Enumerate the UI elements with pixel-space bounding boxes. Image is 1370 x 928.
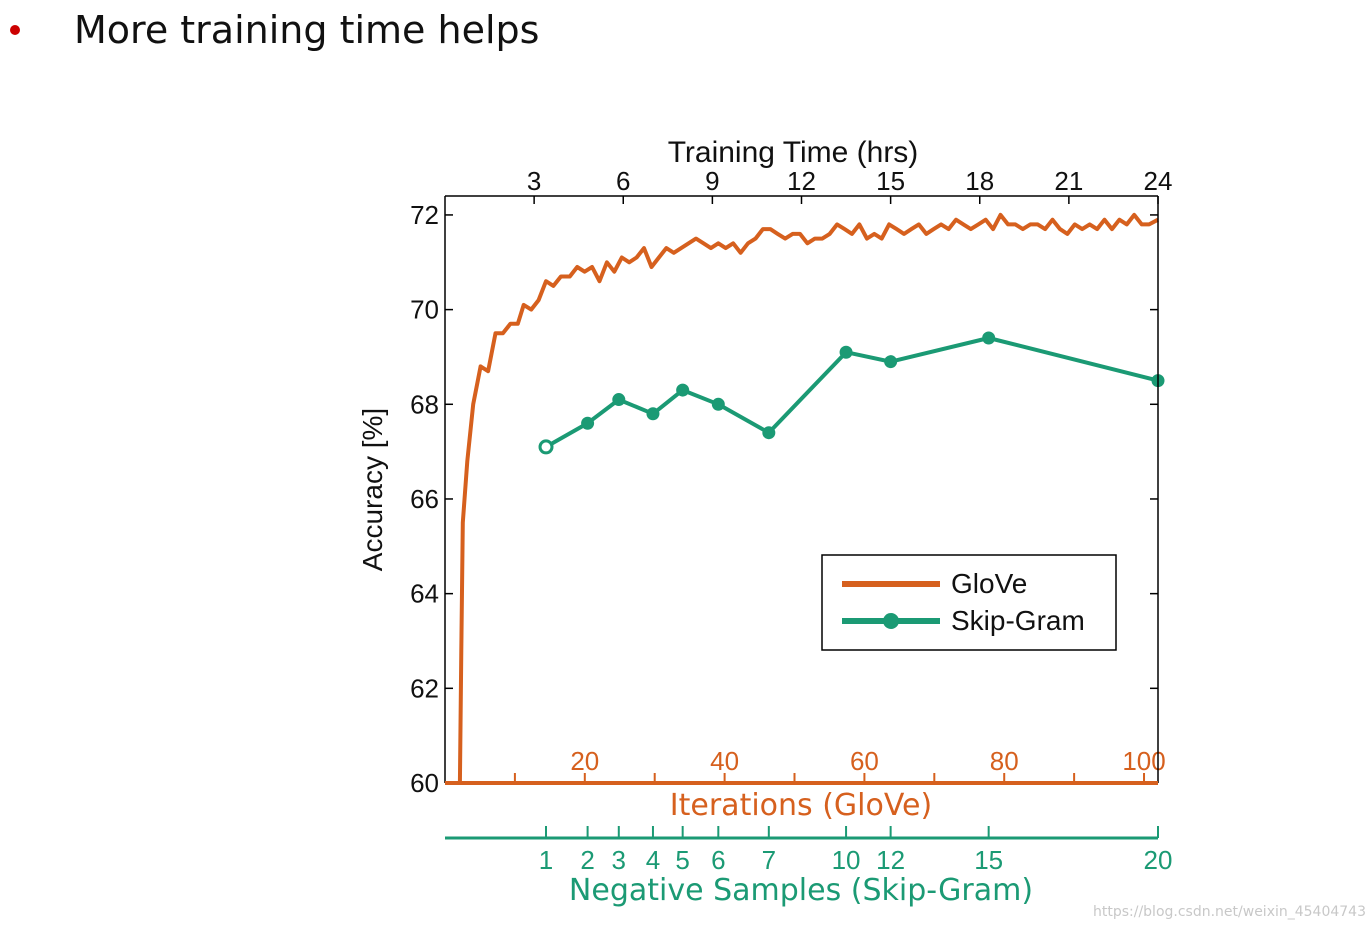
bullet-dot-icon xyxy=(10,25,20,35)
skipgram-tick-label: 12 xyxy=(876,845,905,875)
skipgram-axis-label: Negative Samples (Skip-Gram) xyxy=(569,873,1033,908)
skipgram-tick-label: 20 xyxy=(1144,845,1173,875)
bullet-text: More training time helps xyxy=(74,8,540,52)
legend-box xyxy=(821,554,1117,651)
top-tick-label: 9 xyxy=(705,166,719,196)
skipgram-point xyxy=(646,407,660,421)
skipgram-point xyxy=(711,397,725,411)
skipgram-tick-label: 5 xyxy=(675,845,689,875)
skipgram-point xyxy=(581,416,595,430)
glove-tick-label: 60 xyxy=(850,746,879,776)
glove-axis-label: Iterations (GloVe) xyxy=(670,788,932,823)
watermark: https://blog.csdn.net/weixin_45404743 xyxy=(1092,904,1366,920)
skipgram-tick-label: 7 xyxy=(762,845,776,875)
glove-tick-label: 20 xyxy=(570,746,599,776)
glove-tick-label: 40 xyxy=(710,746,739,776)
skipgram-point xyxy=(884,355,898,369)
top-axis-label: Training Time (hrs) xyxy=(668,136,919,169)
skipgram-tick-label: 10 xyxy=(832,845,861,875)
legend-skipgram-marker xyxy=(883,613,899,629)
skipgram-point xyxy=(612,393,626,407)
legend-skipgram-label: Skip-Gram xyxy=(951,605,1085,636)
skipgram-point xyxy=(676,383,690,397)
glove-tick-label: 100 xyxy=(1122,746,1165,776)
y-tick-label: 62 xyxy=(410,673,439,703)
y-tick-label: 66 xyxy=(410,484,439,514)
frame-layer xyxy=(444,195,1159,785)
y-tick-label: 60 xyxy=(410,768,439,798)
y-axis-label: Accuracy [%] xyxy=(357,408,388,571)
top-tick-label: 24 xyxy=(1144,166,1173,196)
top-tick-label: 6 xyxy=(616,166,630,196)
legend: GloVe Skip-Gram xyxy=(821,554,1117,651)
skipgram-point xyxy=(982,331,996,345)
legend-glove-label: GloVe xyxy=(951,568,1027,599)
y-tick-label: 64 xyxy=(410,579,439,609)
skipgram-tick-label: 15 xyxy=(974,845,1003,875)
skipgram-tick-label: 3 xyxy=(612,845,626,875)
y-tick-label: 70 xyxy=(410,295,439,325)
slide-bullet: More training time helps xyxy=(10,8,539,52)
y-tick-label: 68 xyxy=(410,389,439,419)
skipgram-tick-label: 1 xyxy=(539,845,553,875)
glove-tick-label: 80 xyxy=(990,746,1019,776)
skipgram-tick-label: 6 xyxy=(711,845,725,875)
top-tick-label: 18 xyxy=(965,166,994,196)
series-layer xyxy=(457,212,1165,784)
skipgram-point xyxy=(538,439,554,455)
y-tick-label: 72 xyxy=(410,200,439,230)
skipgram-point xyxy=(839,345,853,359)
skipgram-point xyxy=(762,426,776,440)
top-tick-label: 21 xyxy=(1054,166,1083,196)
skipgram-tick-label: 2 xyxy=(580,845,594,875)
top-tick-label: 15 xyxy=(876,166,905,196)
top-tick-label: 12 xyxy=(787,166,816,196)
skipgram-tick-label: 4 xyxy=(646,845,660,875)
glove-series-line xyxy=(457,212,1159,784)
top-tick-label: 3 xyxy=(527,166,541,196)
